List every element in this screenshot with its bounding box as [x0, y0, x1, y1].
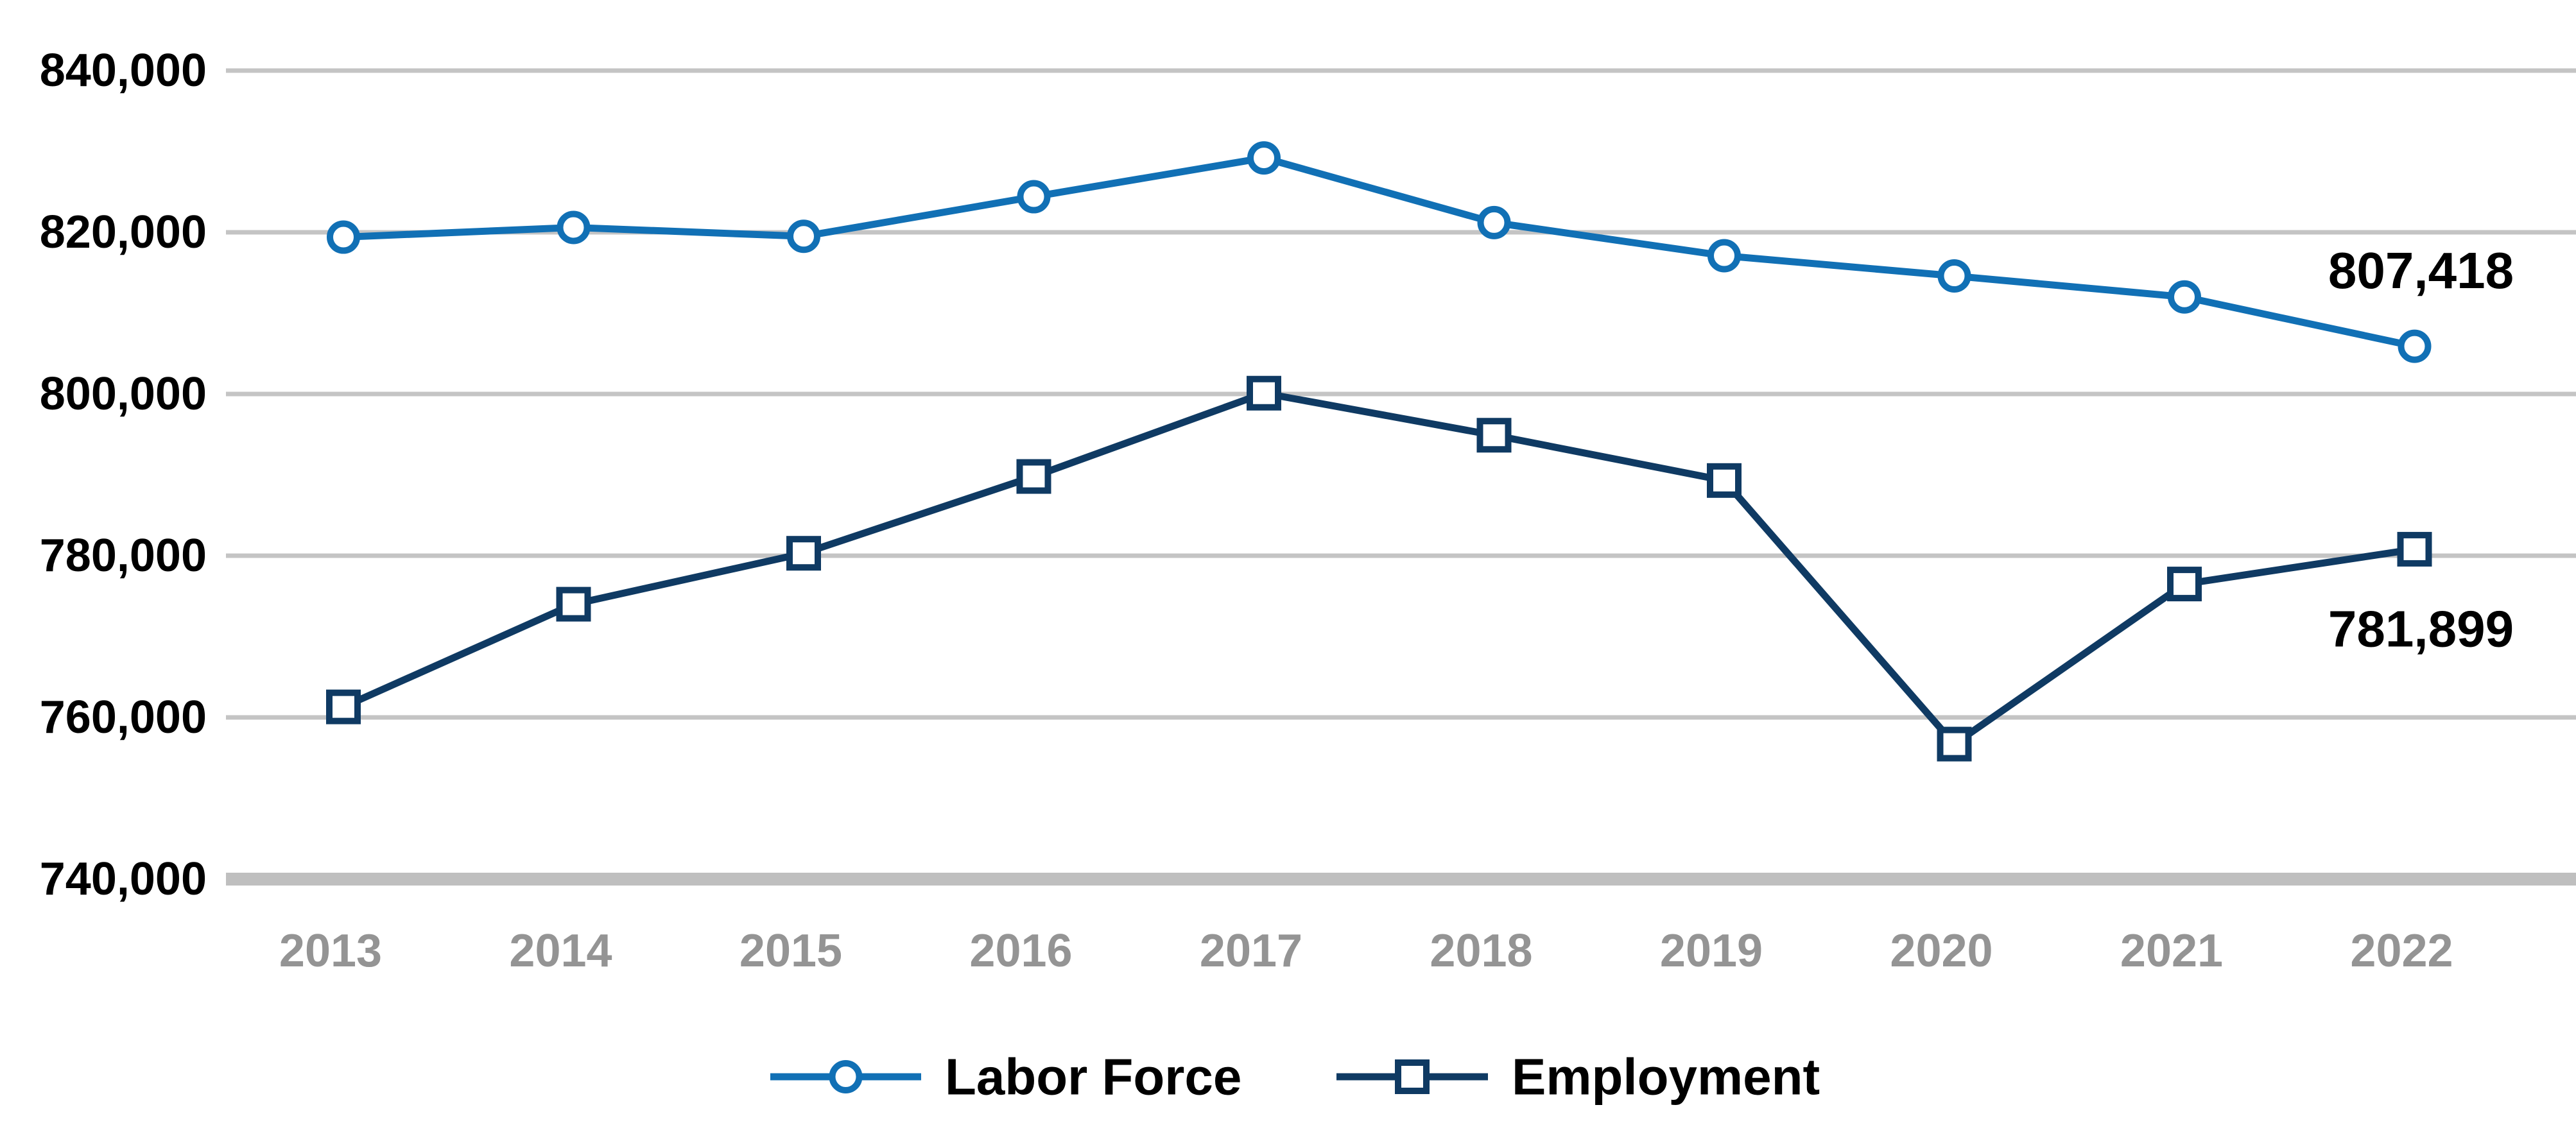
- x-tick-label: 2018: [1430, 925, 1532, 977]
- data-point-square: [2167, 567, 2202, 602]
- data-point-square: [1016, 459, 1051, 494]
- data-point-square: [1937, 726, 1972, 762]
- x-tick-label: 2022: [2350, 925, 2453, 977]
- data-labels: 807,418 781,899: [2328, 242, 2514, 657]
- legend-marker-square: [1395, 1059, 1430, 1094]
- data-point-square: [2397, 531, 2432, 567]
- legend-item-employment: Employment: [1336, 1049, 1820, 1106]
- y-tick-label: 800,000: [40, 368, 207, 420]
- y-tick-label: 780,000: [40, 530, 207, 581]
- y-axis: 740,000 760,000 780,000 800,000 820,000 840,0…: [40, 45, 207, 905]
- data-point-square: [1476, 418, 1512, 453]
- x-tick-label: 2016: [969, 925, 1072, 977]
- x-tick-label: 2014: [509, 925, 612, 977]
- data-point-square: [326, 689, 361, 724]
- data-point-circle: [557, 210, 591, 244]
- data-label: 807,418: [2328, 242, 2514, 299]
- data-point-square: [1707, 463, 1742, 498]
- data-point-circle: [1017, 180, 1051, 214]
- data-point-circle: [1707, 239, 1741, 273]
- series-line: [340, 154, 2418, 350]
- data-point-circle: [1477, 205, 1511, 239]
- data-point-circle: [1247, 141, 1281, 175]
- y-tick-label: 760,000: [40, 692, 207, 743]
- legend-label: Employment: [1512, 1049, 1820, 1106]
- x-axis: 2013 2014 2015 2016 2017 2018 2019 2020 2021 2022: [279, 925, 2453, 977]
- data-point-square: [786, 536, 821, 571]
- data-point-square: [1247, 375, 1281, 411]
- y-tick-label: 820,000: [40, 207, 207, 258]
- gridlines: [226, 68, 2576, 886]
- data-point-circle: [2168, 280, 2201, 314]
- legend-label: Labor Force: [945, 1049, 1241, 1106]
- series-line: [340, 390, 2418, 748]
- y-tick-label: 840,000: [40, 45, 207, 96]
- x-tick-label: 2021: [2120, 925, 2223, 977]
- x-tick-label: 2013: [279, 925, 382, 977]
- data-point-circle: [327, 220, 360, 254]
- y-tick-label: 740,000: [40, 853, 207, 905]
- series-employment: [326, 375, 2432, 762]
- x-tick-label: 2020: [1890, 925, 1993, 977]
- data-point-circle: [787, 219, 820, 253]
- series-labor-force: [327, 141, 2432, 363]
- data-point-circle: [2398, 329, 2432, 363]
- x-tick-label: 2019: [1660, 925, 1763, 977]
- series-lines: [326, 141, 2432, 762]
- data-point-square: [556, 587, 591, 622]
- legend-item-labor-force: Labor Force: [770, 1049, 1241, 1106]
- legend-marker-circle: [829, 1060, 863, 1093]
- legend: Labor Force Employment: [770, 1049, 1820, 1106]
- data-label: 781,899: [2328, 600, 2514, 657]
- x-tick-label: 2017: [1200, 925, 1302, 977]
- data-point-circle: [1937, 259, 1971, 293]
- x-tick-label: 2015: [739, 925, 842, 977]
